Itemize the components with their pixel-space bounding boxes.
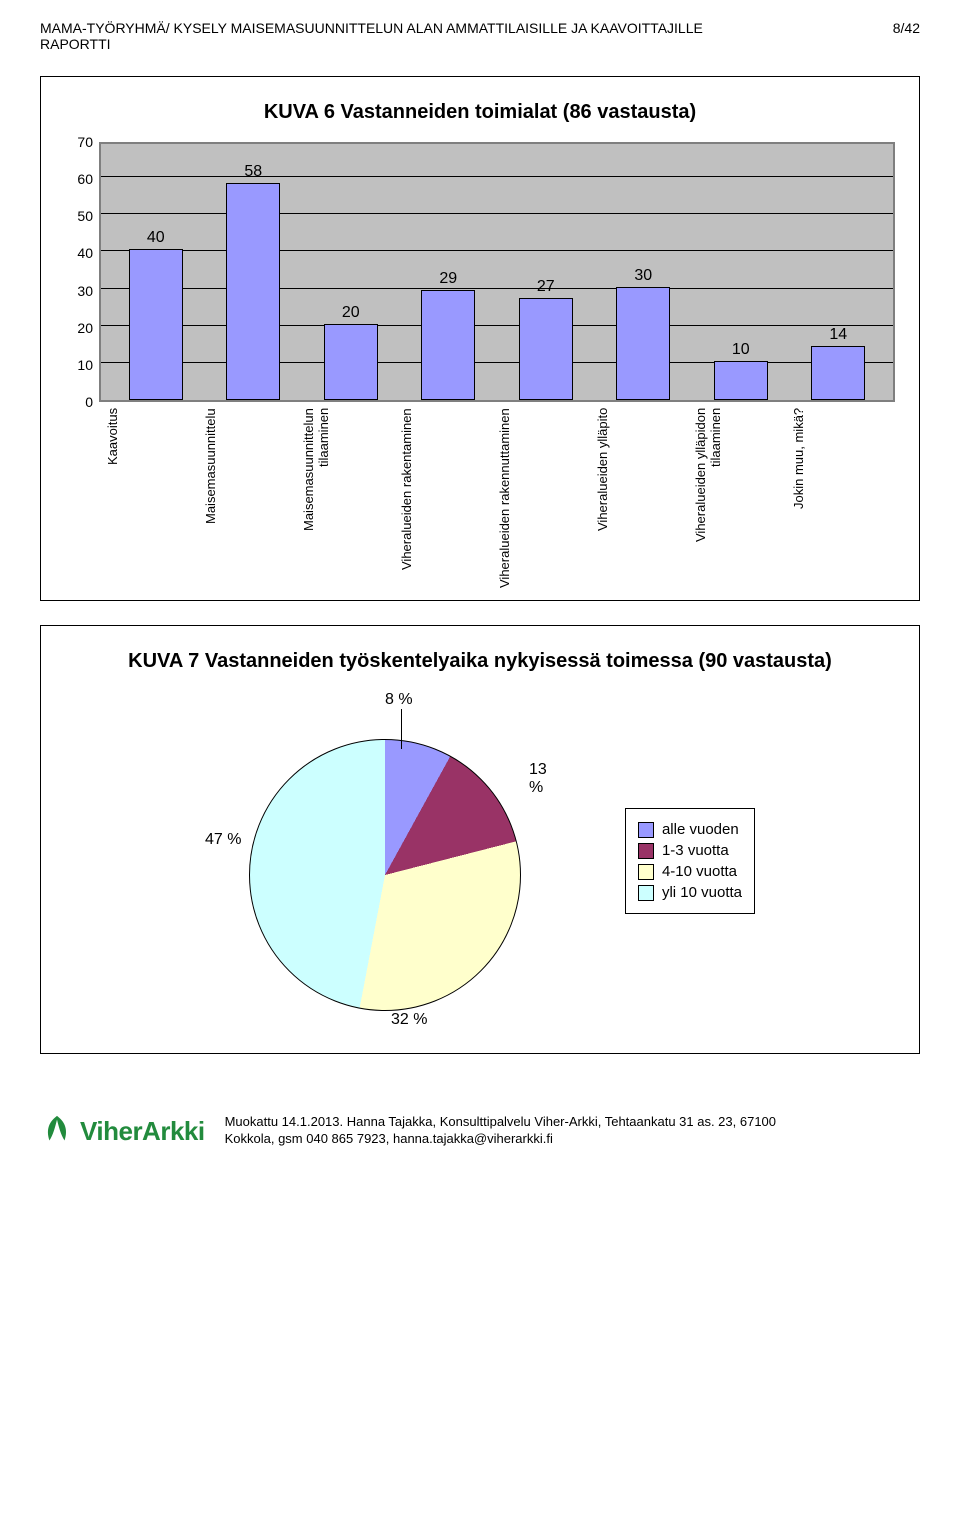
x-label: Viheralueiden rakentaminen	[399, 408, 497, 588]
bar-value: 14	[829, 326, 847, 344]
x-label: Kaavoitus	[105, 408, 203, 588]
y-tick: 20	[77, 320, 93, 336]
pie-area: 8 % 13 % 32 % 47 %	[205, 691, 565, 1031]
x-label: Viheralueiden rakennuttaminen	[497, 408, 595, 588]
pie-label-1: 13 %	[529, 761, 565, 797]
pie-chart-title: KUVA 7 Vastanneiden työskentelyaika nyky…	[65, 650, 895, 673]
bar-value: 20	[342, 304, 360, 322]
bar-slot: 29	[400, 144, 498, 400]
legend-item: alle vuoden	[638, 821, 742, 838]
x-label: Viheralueiden ylläpidon tilaaminen	[693, 408, 791, 588]
bar-value: 58	[244, 163, 262, 181]
legend-label: 4-10 vuotta	[662, 863, 737, 880]
pie-chart: 8 % 13 % 32 % 47 % alle vuoden 1-3 vuotta…	[65, 691, 895, 1031]
footer: ViherArkki Muokattu 14.1.2013. Hanna Taj…	[40, 1114, 920, 1148]
y-tick: 30	[77, 283, 93, 299]
bar-slot: 20	[302, 144, 400, 400]
y-tick: 70	[77, 134, 93, 150]
pie-leader-0	[401, 709, 402, 749]
bar	[811, 346, 865, 400]
pie-chart-box: KUVA 7 Vastanneiden työskentelyaika nyky…	[40, 625, 920, 1054]
bar-value: 27	[537, 278, 555, 296]
bar-value: 40	[147, 229, 165, 247]
bar-plot: 010203040506070 4058202927301014	[65, 142, 895, 402]
y-tick: 10	[77, 357, 93, 373]
bar	[324, 324, 378, 400]
x-label: Maisemasuunnittelun tilaaminen	[301, 408, 399, 588]
bar-slot: 14	[790, 144, 888, 400]
bar	[226, 183, 280, 400]
bar-slot: 30	[595, 144, 693, 400]
bar	[616, 287, 670, 400]
page: MAMA-TYÖRYHMÄ/ KYSELY MAISEMASUUNNITTELU…	[0, 0, 960, 1188]
legend-item: 1-3 vuotta	[638, 842, 742, 859]
y-tick: 0	[85, 394, 93, 410]
y-tick: 50	[77, 208, 93, 224]
page-number: 8/42	[893, 20, 920, 36]
bar-chart-title: KUVA 6 Vastanneiden toimialat (86 vastau…	[65, 101, 895, 124]
bar	[714, 361, 768, 400]
logo-text: ViherArkki	[80, 1116, 205, 1147]
bar-chart: 010203040506070 4058202927301014 Kaavoit…	[65, 142, 895, 588]
header-line2: RAPORTTI	[40, 36, 703, 52]
legend-label: 1-3 vuotta	[662, 842, 729, 859]
page-header: MAMA-TYÖRYHMÄ/ KYSELY MAISEMASUUNNITTELU…	[40, 20, 920, 52]
y-tick: 40	[77, 245, 93, 261]
footer-line1: Muokattu 14.1.2013. Hanna Tajakka, Konsu…	[225, 1114, 776, 1131]
logo: ViherArkki	[40, 1114, 205, 1148]
x-label: Maisemasuunnittelu	[203, 408, 301, 588]
bar	[129, 249, 183, 400]
bar-value: 29	[439, 270, 457, 288]
y-axis: 010203040506070	[65, 142, 99, 402]
bar	[519, 298, 573, 400]
pie-label-0: 8 %	[385, 691, 413, 709]
bar-slot: 10	[692, 144, 790, 400]
bar-chart-box: KUVA 6 Vastanneiden toimialat (86 vastau…	[40, 76, 920, 601]
header-line1: MAMA-TYÖRYHMÄ/ KYSELY MAISEMASUUNNITTELU…	[40, 20, 703, 36]
bar-slot: 27	[497, 144, 595, 400]
legend-swatch	[638, 885, 654, 901]
pie-label-3: 47 %	[205, 831, 241, 849]
bar-value: 10	[732, 341, 750, 359]
pie	[249, 739, 521, 1011]
header-left: MAMA-TYÖRYHMÄ/ KYSELY MAISEMASUUNNITTELU…	[40, 20, 703, 52]
plot-area: 40 58 20 29 27 30 10 14	[99, 142, 895, 402]
legend-swatch	[638, 864, 654, 880]
legend-label: yli 10 vuotta	[662, 884, 742, 901]
bar-value: 30	[634, 267, 652, 285]
legend-item: 4-10 vuotta	[638, 863, 742, 880]
bar-slot: 40	[107, 144, 205, 400]
bar-slot: 58	[205, 144, 303, 400]
bars: 40 58 20 29 27 30 10 14	[101, 144, 893, 400]
x-label: Jokin muu, mikä?	[791, 408, 889, 588]
x-label: Viheralueiden ylläpito	[595, 408, 693, 588]
footer-line2: Kokkola, gsm 040 865 7923, hanna.tajakka…	[225, 1131, 776, 1148]
legend-swatch	[638, 822, 654, 838]
pie-legend: alle vuoden 1-3 vuotta 4-10 vuotta yli 10 v…	[625, 808, 755, 914]
footer-text: Muokattu 14.1.2013. Hanna Tajakka, Konsu…	[225, 1114, 776, 1148]
legend-label: alle vuoden	[662, 821, 739, 838]
pie-label-2: 32 %	[391, 1011, 427, 1029]
legend-item: yli 10 vuotta	[638, 884, 742, 901]
leaf-icon	[40, 1114, 74, 1148]
y-tick: 60	[77, 171, 93, 187]
bar	[421, 290, 475, 400]
x-axis-labels: KaavoitusMaisemasuunnitteluMaisemasuunni…	[99, 408, 895, 588]
legend-swatch	[638, 843, 654, 859]
